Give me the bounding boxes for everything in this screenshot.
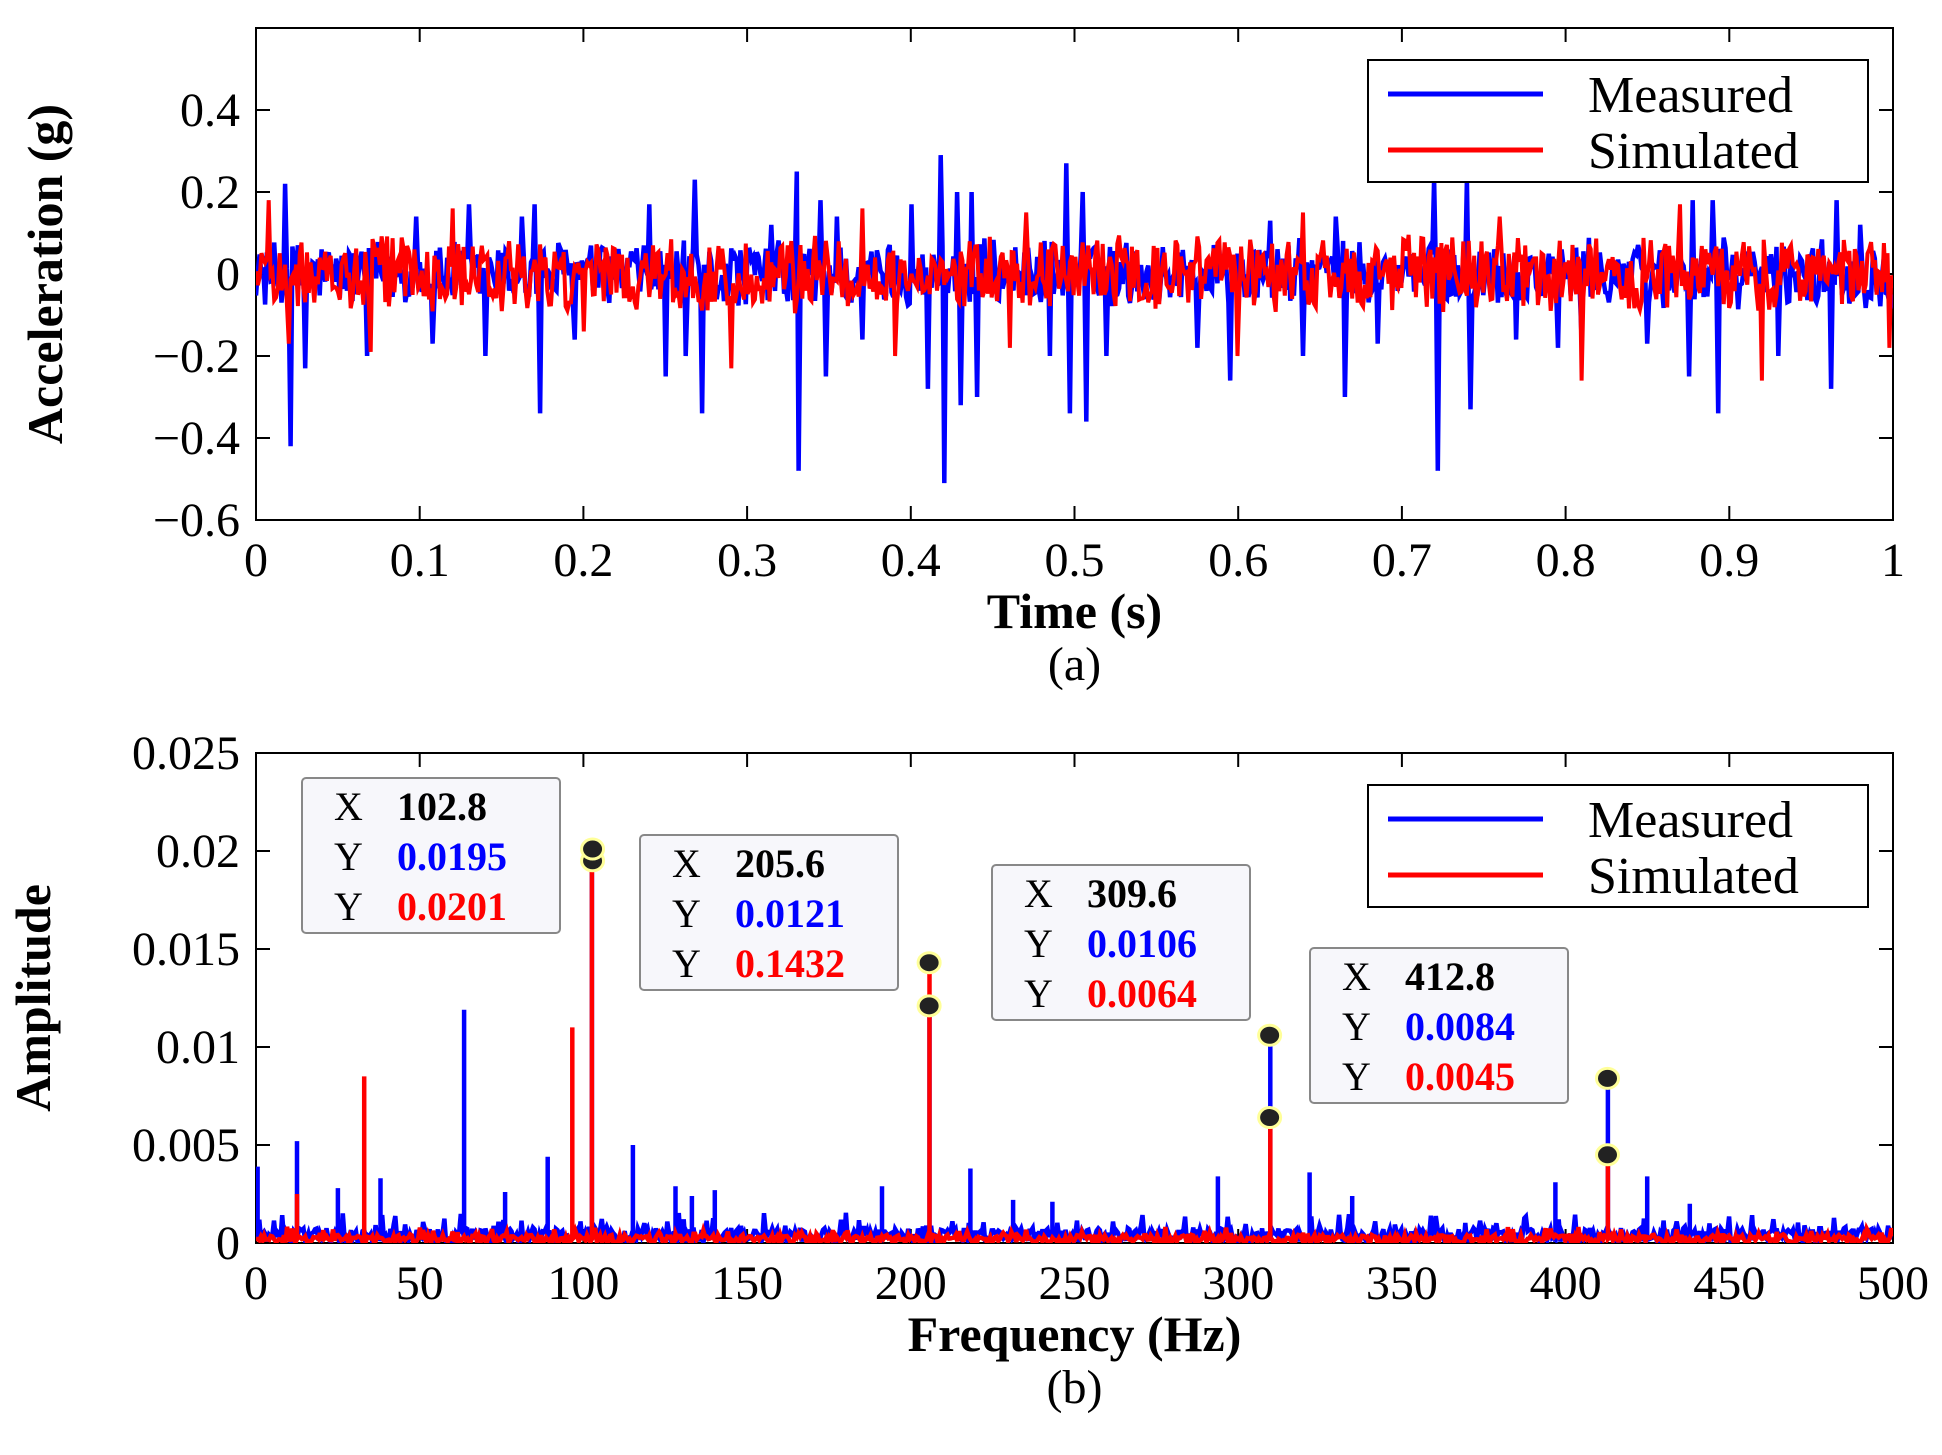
y-tick-label: −0.2 bbox=[153, 330, 240, 383]
data-tip-background bbox=[639, 834, 899, 991]
x-tick-label: 0.1 bbox=[390, 534, 450, 587]
data-tip-value-x: 102.8 bbox=[397, 784, 487, 829]
series-simulated bbox=[256, 849, 1893, 1243]
series-measured bbox=[256, 155, 1893, 484]
panel-caption: (a) bbox=[1048, 638, 1101, 691]
data-tip-marker-measured bbox=[1595, 1066, 1621, 1090]
panel-caption: (b) bbox=[1047, 1361, 1103, 1414]
x-tick-label: 0.2 bbox=[553, 534, 613, 587]
legend-label-simulated: Simulated bbox=[1588, 848, 1799, 905]
series-simulated bbox=[256, 200, 1893, 381]
legend-label-measured: Measured bbox=[1588, 67, 1793, 124]
data-tip-value-y-measured: 0.0084 bbox=[1405, 1004, 1515, 1049]
data-tip-value-y-simulated: 0.0045 bbox=[1405, 1054, 1515, 1099]
x-axis-label: Frequency (Hz) bbox=[908, 1306, 1242, 1362]
data-tip-value-y-measured: 0.0121 bbox=[735, 891, 845, 936]
series-line-measured bbox=[256, 155, 1893, 484]
data-tip-box: X 412.8 Y 0.0084 Y 0.0045 bbox=[1309, 947, 1569, 1104]
y-axis-label: Amplitude bbox=[5, 884, 61, 1112]
y-tick-label: 0.02 bbox=[156, 825, 240, 878]
data-tip-value-y-simulated: 0.0064 bbox=[1087, 971, 1197, 1016]
x-tick-label: 0 bbox=[244, 534, 268, 587]
x-tick-label: 0.8 bbox=[1536, 534, 1596, 587]
x-tick-label: 450 bbox=[1693, 1257, 1765, 1310]
x-tick-label: 350 bbox=[1366, 1257, 1438, 1310]
x-tick-label: 150 bbox=[711, 1257, 783, 1310]
data-tip-value-x: 309.6 bbox=[1087, 871, 1177, 916]
data-tip-label-y-simulated: Y bbox=[334, 884, 363, 929]
x-axis-label: Time (s) bbox=[987, 583, 1162, 639]
x-tick-label: 0.7 bbox=[1372, 534, 1432, 587]
y-tick-label: −0.6 bbox=[153, 494, 240, 547]
data-tip-label-x: X bbox=[1024, 871, 1053, 916]
data-tip-box: X 205.6 Y 0.0121 Y 0.1432 bbox=[639, 834, 899, 991]
data-tip-label-y-measured: Y bbox=[334, 834, 363, 879]
x-tick-label: 0 bbox=[244, 1257, 268, 1310]
data-tip-label-y-simulated: Y bbox=[1342, 1054, 1371, 1099]
legend-box bbox=[1367, 59, 1869, 183]
data-tip-marker-simulated bbox=[1257, 1106, 1283, 1130]
panel-b-spectrum-chart: 0 50 100 150 200 250 300 350 400 450 500 0 0.005 0.01… bbox=[5, 727, 1929, 1414]
data-tip-label-x: X bbox=[334, 784, 363, 829]
x-tick-label: 100 bbox=[547, 1257, 619, 1310]
series-line-simulated bbox=[256, 200, 1893, 381]
x-tick-label: 250 bbox=[1039, 1257, 1111, 1310]
x-tick-label: 300 bbox=[1202, 1257, 1274, 1310]
data-tip-box: X 309.6 Y 0.0106 Y 0.0064 bbox=[991, 864, 1251, 1021]
data-tip-label-y-measured: Y bbox=[672, 891, 701, 936]
data-tip-marker-simulated bbox=[580, 837, 606, 861]
y-tick-label: 0.005 bbox=[132, 1119, 240, 1172]
legend-label-simulated: Simulated bbox=[1588, 123, 1799, 180]
x-tick-label: 1 bbox=[1881, 534, 1905, 587]
data-tip-marker-simulated bbox=[1595, 1143, 1621, 1167]
series-line-simulated bbox=[256, 849, 1893, 1243]
y-tick-label: 0 bbox=[216, 1217, 240, 1270]
data-tip-background bbox=[991, 864, 1251, 1021]
x-tick-label: 0.3 bbox=[717, 534, 777, 587]
data-tip-marker-measured bbox=[916, 994, 942, 1018]
panel-a-acceleration-chart: 0 0.1 0.2 0.3 0.4 0.5 0.6 0.7 0.8 0.9 1 −0.6 −0.4 −0.… bbox=[17, 27, 1905, 691]
y-tick-label: 0.4 bbox=[180, 84, 240, 137]
data-tip-box: X 102.8 Y 0.0195 Y 0.0201 bbox=[301, 777, 561, 934]
data-tip-marker-measured bbox=[1257, 1023, 1283, 1047]
x-tick-label: 50 bbox=[396, 1257, 444, 1310]
data-tip-value-y-measured: 0.0106 bbox=[1087, 921, 1197, 966]
data-tip-label-y-measured: Y bbox=[1024, 921, 1053, 966]
x-tick-label: 400 bbox=[1530, 1257, 1602, 1310]
y-tick-label: 0.025 bbox=[132, 727, 240, 780]
data-tip-label-y-simulated: Y bbox=[672, 941, 701, 986]
x-tick-label: 200 bbox=[875, 1257, 947, 1310]
y-tick-label: 0 bbox=[216, 248, 240, 301]
data-tip-value-x: 205.6 bbox=[735, 841, 825, 886]
x-tick-label: 0.6 bbox=[1208, 534, 1268, 587]
x-tick-label: 0.4 bbox=[881, 534, 941, 587]
legend-box bbox=[1367, 784, 1869, 908]
y-tick-label: 0.01 bbox=[156, 1021, 240, 1074]
data-tip-value-y-simulated: 0.0201 bbox=[397, 884, 507, 929]
data-tip-value-x: 412.8 bbox=[1405, 954, 1495, 999]
data-tip-label-y-measured: Y bbox=[1342, 1004, 1371, 1049]
x-tick-label: 0.5 bbox=[1045, 534, 1105, 587]
y-tick-label: 0.015 bbox=[132, 923, 240, 976]
y-tick-label: 0.2 bbox=[180, 166, 240, 219]
data-tip-marker-simulated bbox=[916, 951, 942, 975]
data-tip-background bbox=[301, 777, 561, 934]
y-tick-label: −0.4 bbox=[153, 412, 240, 465]
y-axis-label: Acceleration (g) bbox=[17, 104, 73, 444]
x-tick-label: 500 bbox=[1857, 1257, 1929, 1310]
data-tip-label-x: X bbox=[672, 841, 701, 886]
data-tip-value-y-measured: 0.0195 bbox=[397, 834, 507, 879]
legend-label-measured: Measured bbox=[1588, 792, 1793, 849]
data-tip-value-y-simulated: 0.1432 bbox=[735, 941, 845, 986]
data-tip-label-x: X bbox=[1342, 954, 1371, 999]
data-tip-label-y-simulated: Y bbox=[1024, 971, 1053, 1016]
data-tip-background bbox=[1309, 947, 1569, 1104]
x-tick-label: 0.9 bbox=[1699, 534, 1759, 587]
